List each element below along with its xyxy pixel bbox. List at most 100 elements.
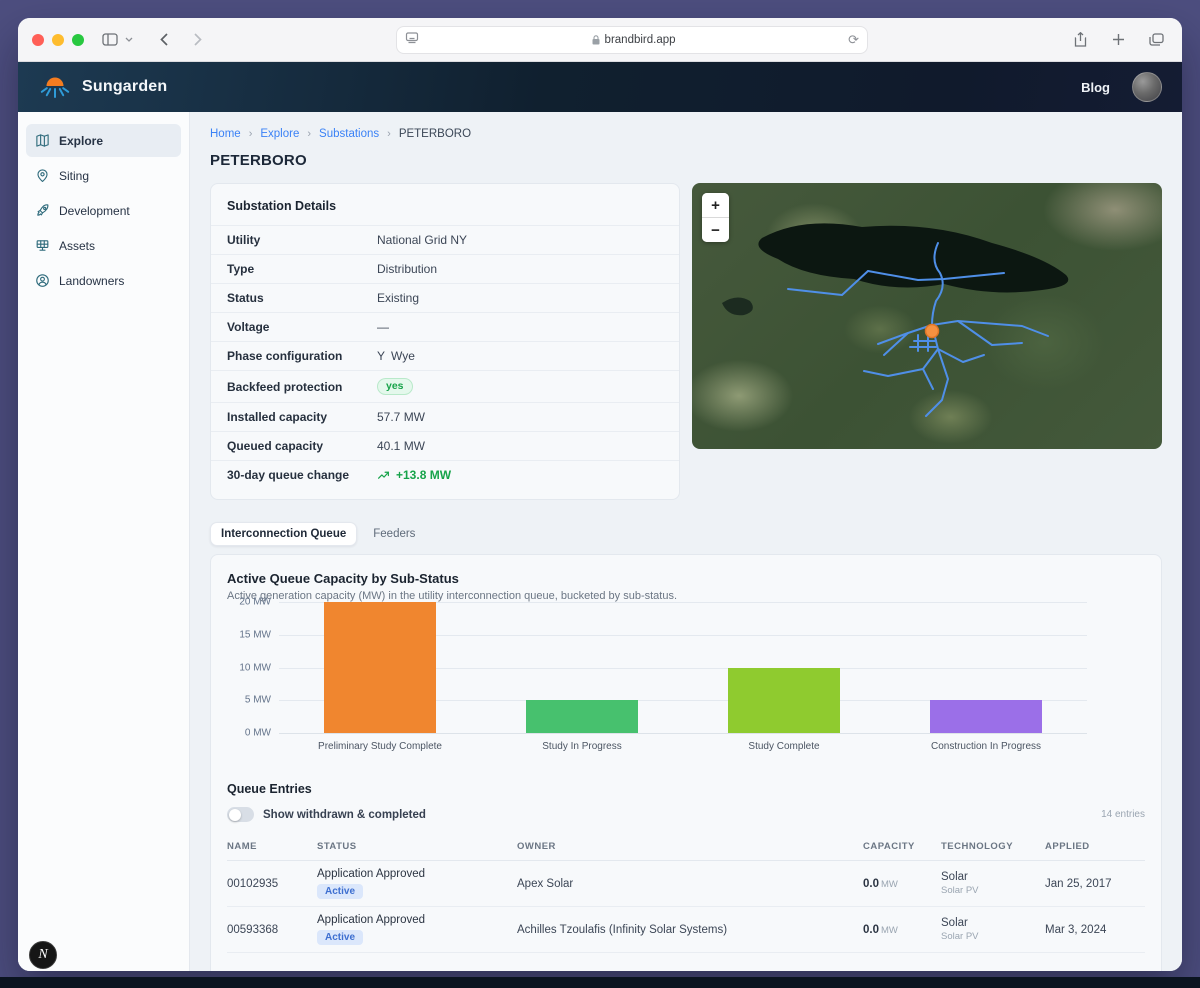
- address-bar[interactable]: brandbird.app ⟳: [396, 26, 868, 54]
- nextjs-dev-badge[interactable]: N: [29, 941, 57, 969]
- y-axis-tick: 5 MW: [245, 695, 271, 706]
- detail-row: StatusExisting: [211, 283, 679, 312]
- detail-label: Voltage: [227, 320, 377, 334]
- tab-interconnection-queue[interactable]: Interconnection Queue: [210, 522, 357, 546]
- pin-icon: [35, 168, 50, 183]
- detail-row: Queued capacity40.1 MW: [211, 431, 679, 460]
- zoom-out-button[interactable]: −: [702, 218, 729, 242]
- detail-row: Backfeed protectionyes: [211, 370, 679, 402]
- entry-technology-sub: Solar PV: [941, 931, 1045, 942]
- map[interactable]: + −: [692, 183, 1162, 449]
- detail-label: Status: [227, 291, 377, 305]
- close-window-button[interactable]: [32, 34, 44, 46]
- detail-label: Phase configuration: [227, 349, 377, 363]
- maximize-window-button[interactable]: [72, 34, 84, 46]
- sidebar-item-label: Siting: [59, 169, 89, 183]
- sidebar-toggle-icon[interactable]: [98, 28, 122, 52]
- sidebar: Explore Siting Development AssetsLandowners: [18, 112, 190, 971]
- trend-up-icon: [377, 469, 390, 482]
- entry-applied: Jan 25, 2017: [1045, 878, 1112, 890]
- entries-count: 14 entries: [1101, 809, 1145, 820]
- minimize-window-button[interactable]: [52, 34, 64, 46]
- person-icon: [35, 273, 50, 288]
- entry-status: Application Approved: [317, 868, 517, 880]
- main-content: Home›Explore›Substations›PETERBORO PETER…: [190, 112, 1182, 971]
- active-badge: Active: [317, 930, 363, 945]
- detail-label: Type: [227, 262, 377, 276]
- tab-feeders[interactable]: Feeders: [363, 523, 425, 545]
- column-header-owner: OWNER: [517, 841, 863, 852]
- bar-preliminary-study-complete: [324, 602, 436, 733]
- map-zoom-control: + −: [702, 193, 729, 242]
- entry-capacity-unit: MW: [881, 925, 898, 936]
- bar-study-in-progress: [526, 700, 638, 733]
- queue-entries-title: Queue Entries: [227, 782, 1145, 796]
- breadcrumb-explore[interactable]: Explore: [260, 128, 299, 140]
- y-axis-tick: 15 MW: [239, 629, 271, 640]
- sidebar-item-explore[interactable]: Explore: [26, 124, 181, 157]
- back-button[interactable]: [152, 28, 176, 52]
- breadcrumb-substations[interactable]: Substations: [319, 128, 379, 140]
- chart-gridline: [279, 733, 1087, 734]
- entry-owner: Achilles Tzoulafis (Infinity Solar Syste…: [517, 924, 727, 936]
- user-avatar[interactable]: [1132, 72, 1162, 102]
- share-icon[interactable]: [1068, 28, 1092, 52]
- detail-value: Distribution: [377, 262, 437, 276]
- breadcrumb-home[interactable]: Home: [210, 128, 241, 140]
- column-header-capacity: CAPACITY: [863, 841, 941, 852]
- breadcrumb-separator: ›: [307, 128, 311, 140]
- zoom-in-button[interactable]: +: [702, 193, 729, 217]
- queue-card: Active Queue Capacity by Sub-Status Acti…: [210, 554, 1162, 971]
- detail-value: 57.7 MW: [377, 410, 425, 424]
- sidebar-item-development[interactable]: Development: [26, 194, 181, 227]
- x-axis-label: Study In Progress: [481, 741, 683, 752]
- detail-value: National Grid NY: [377, 233, 467, 247]
- tab-overview-icon[interactable]: [1144, 28, 1168, 52]
- reload-icon[interactable]: ⟳: [848, 32, 859, 48]
- lock-icon: [592, 35, 600, 45]
- wye-icon: Y: [377, 349, 385, 363]
- reader-view-icon[interactable]: [405, 31, 419, 49]
- bar-chart: 0 MW5 MW10 MW15 MW20 MW Preliminary Stud…: [227, 602, 1145, 752]
- bar-study-complete: [728, 668, 840, 734]
- detail-value: 40.1 MW: [377, 439, 425, 453]
- forward-button[interactable]: [186, 28, 210, 52]
- sidebar-item-assets[interactable]: Assets: [26, 229, 181, 262]
- entry-name: 00102935: [227, 878, 278, 890]
- table-row[interactable]: 00593368Application ApprovedActiveAchill…: [227, 907, 1145, 953]
- entry-capacity: 0.0: [863, 878, 879, 890]
- detail-label: Installed capacity: [227, 410, 377, 424]
- bar-construction-in-progress: [930, 700, 1042, 733]
- queue-table: NAMESTATUSOWNERCAPACITYTECHNOLOGYAPPLIED…: [227, 835, 1145, 953]
- detail-row: TypeDistribution: [211, 254, 679, 283]
- column-header-name: NAME: [227, 841, 317, 852]
- chevron-down-icon[interactable]: [122, 28, 136, 52]
- column-header-status: STATUS: [317, 841, 517, 852]
- phase-value: Wye: [391, 349, 415, 363]
- detail-row: 30-day queue change+13.8 MW: [211, 460, 679, 489]
- solar-panel-icon: [35, 238, 50, 253]
- sidebar-item-label: Development: [59, 204, 130, 218]
- table-row[interactable]: 00102935Application ApprovedActiveApex S…: [227, 861, 1145, 907]
- detail-value: +13.8 MW: [377, 468, 451, 482]
- breadcrumb-separator: ›: [387, 128, 391, 140]
- substation-marker: [926, 325, 939, 338]
- browser-window: brandbird.app ⟳: [18, 18, 1182, 971]
- detail-label: 30-day queue change: [227, 468, 377, 482]
- entry-name: 00593368: [227, 924, 278, 936]
- toggle-label: Show withdrawn & completed: [263, 809, 426, 821]
- blog-link[interactable]: Blog: [1081, 80, 1110, 95]
- chart-subtitle: Active generation capacity (MW) in the u…: [227, 590, 1145, 602]
- detail-label: Utility: [227, 233, 377, 247]
- brand[interactable]: Sungarden: [38, 70, 167, 104]
- sidebar-item-landowners[interactable]: Landowners: [26, 264, 181, 297]
- sidebar-item-siting[interactable]: Siting: [26, 159, 181, 192]
- show-withdrawn-toggle[interactable]: [227, 807, 254, 822]
- sungarden-logo-icon: [38, 70, 72, 104]
- screen-bottom-strip: [0, 977, 1200, 988]
- entry-capacity-unit: MW: [881, 879, 898, 890]
- substation-details-card: Substation Details UtilityNational Grid …: [210, 183, 680, 500]
- page-title: PETERBORO: [210, 152, 1162, 169]
- column-header-applied: APPLIED: [1045, 841, 1145, 852]
- new-tab-icon[interactable]: [1106, 28, 1130, 52]
